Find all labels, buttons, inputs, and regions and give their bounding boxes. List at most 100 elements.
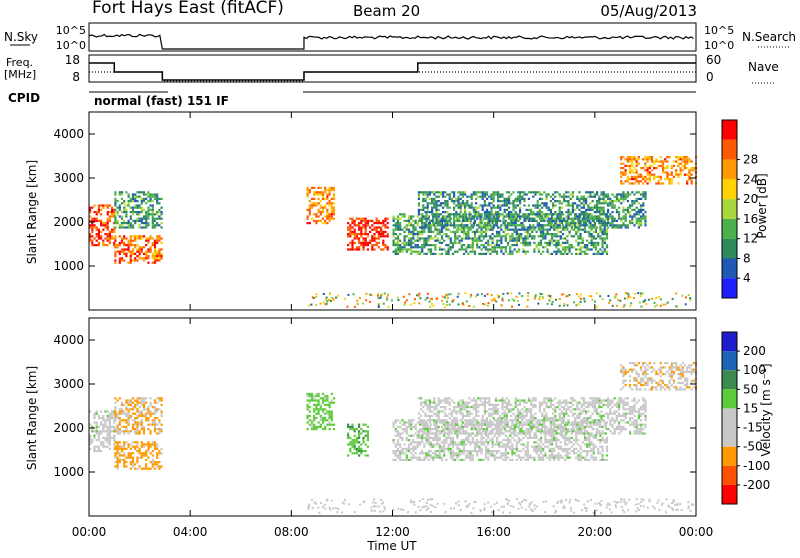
data-cell <box>575 439 577 441</box>
data-cell <box>354 439 356 441</box>
data-cell <box>625 224 627 226</box>
data-cell <box>109 428 111 430</box>
data-cell <box>130 461 132 463</box>
data-cell <box>511 251 513 253</box>
data-cell <box>395 224 397 226</box>
data-cell <box>423 446 425 448</box>
data-cell <box>147 242 149 244</box>
data-cell <box>143 215 145 217</box>
data-cell <box>147 446 149 448</box>
data-cell <box>351 426 353 428</box>
data-cell <box>581 211 583 213</box>
data-cell <box>605 202 607 204</box>
data-cell <box>611 207 613 209</box>
data-cell <box>309 406 311 408</box>
data-cell <box>611 224 613 226</box>
data-cell <box>414 298 416 300</box>
data-cell <box>533 446 535 448</box>
data-cell <box>117 417 119 419</box>
data-cell <box>492 237 494 239</box>
data-cell <box>542 237 544 239</box>
data-cell <box>476 218 478 220</box>
data-cell <box>638 220 640 222</box>
data-cell <box>393 452 395 454</box>
data-cell <box>440 202 442 204</box>
data-cell <box>677 163 679 165</box>
data-cell <box>533 248 535 250</box>
data-cell <box>647 158 649 160</box>
data-cell <box>102 242 104 244</box>
data-cell <box>354 235 356 237</box>
data-cell <box>463 244 465 246</box>
data-cell <box>435 202 437 204</box>
data-cell <box>536 446 538 448</box>
data-cell <box>117 432 119 434</box>
data-cell <box>495 191 497 193</box>
data-cell <box>543 204 545 206</box>
data-cell <box>434 246 436 248</box>
data-cell <box>620 224 622 226</box>
data-cell <box>554 191 556 193</box>
data-cell <box>552 213 554 215</box>
data-cell <box>505 452 507 454</box>
data-cell <box>638 209 640 211</box>
data-cell <box>132 441 134 443</box>
data-cell <box>503 443 505 445</box>
data-cell <box>412 454 414 456</box>
data-cell <box>445 253 447 255</box>
data-cell <box>655 182 657 184</box>
data-cell <box>434 244 436 246</box>
data-cell <box>404 244 406 246</box>
data-cell <box>451 198 453 200</box>
data-cell <box>397 218 399 220</box>
data-cell <box>483 459 485 461</box>
data-cell <box>408 244 410 246</box>
data-cell <box>649 178 651 180</box>
data-cell <box>404 215 406 217</box>
data-cell <box>136 402 138 404</box>
data-cell <box>584 437 586 439</box>
data-cell <box>109 432 111 434</box>
data-cell <box>483 443 485 445</box>
data-cell <box>654 302 656 304</box>
data-cell <box>518 229 520 231</box>
data-cell <box>145 222 147 224</box>
data-cell <box>158 421 160 423</box>
data-cell <box>441 448 443 450</box>
data-cell <box>438 209 440 211</box>
data-cell <box>555 240 557 242</box>
data-cell <box>519 224 521 226</box>
data-cell <box>453 224 455 226</box>
data-cell <box>130 218 132 220</box>
data-cell <box>437 441 439 443</box>
data-cell <box>91 207 93 209</box>
data-cell <box>154 251 156 253</box>
data-cell <box>141 446 143 448</box>
data-cell <box>578 191 580 193</box>
data-cell <box>633 224 635 226</box>
data-cell <box>562 448 564 450</box>
data-cell <box>378 231 380 233</box>
data-cell <box>684 160 686 162</box>
data-cell <box>102 441 104 443</box>
data-cell <box>569 246 571 248</box>
data-cell <box>104 204 106 206</box>
data-cell <box>483 235 485 237</box>
data-cell <box>397 430 399 432</box>
data-cell <box>587 213 589 215</box>
data-cell <box>152 207 154 209</box>
data-cell <box>114 202 116 204</box>
data-cell <box>117 424 119 426</box>
data-cell <box>408 233 410 235</box>
data-cell <box>102 244 104 246</box>
data-cell <box>496 215 498 217</box>
data-cell <box>614 200 616 202</box>
data-cell <box>620 202 622 204</box>
data-cell <box>395 229 397 231</box>
data-cell <box>408 421 410 423</box>
data-cell <box>448 435 450 437</box>
data-cell <box>512 204 514 206</box>
data-cell <box>472 457 474 459</box>
data-cell <box>494 248 496 250</box>
data-cell <box>611 218 613 220</box>
